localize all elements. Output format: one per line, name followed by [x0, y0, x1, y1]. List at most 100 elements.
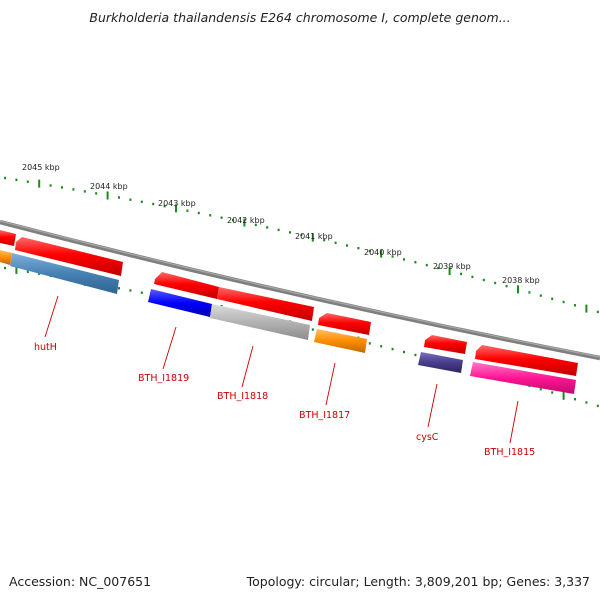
minor-tick	[277, 228, 280, 232]
minor-tick	[551, 297, 554, 300]
topology-text: Topology: circular; Length: 3,809,201 bp…	[246, 574, 590, 589]
gene-feature-bth-i1818[interactable]	[210, 304, 310, 340]
cds-feature[interactable]	[0, 230, 16, 246]
minor-tick	[368, 249, 371, 253]
minor-tick	[289, 231, 291, 234]
minor-tick	[380, 345, 383, 348]
minor-tick	[95, 192, 98, 195]
minor-tick	[368, 342, 371, 345]
minor-tick	[391, 347, 394, 351]
minor-tick	[38, 272, 41, 275]
leader-line	[44, 295, 59, 338]
backbone-highlight	[0, 220, 600, 358]
gene-feature-bth-i1819[interactable]	[148, 289, 212, 317]
gene-labels: hutH BTH_I1819 BTH_I1818 BTH_I1817 cysC …	[34, 342, 535, 458]
minor-tick	[300, 233, 303, 237]
minor-tick	[528, 291, 531, 294]
minor-tick	[83, 190, 86, 193]
scale-label: 2045 kbp	[22, 163, 60, 172]
backbone-arc	[0, 219, 600, 361]
gene-label[interactable]: BTH_I1817	[299, 410, 350, 421]
minor-tick	[186, 209, 189, 212]
major-tick	[243, 218, 246, 227]
minor-tick	[334, 241, 337, 244]
minor-tick	[15, 178, 18, 181]
leader-line	[509, 400, 519, 444]
scale-label: 2039 kbp	[433, 262, 471, 271]
minor-tick	[197, 211, 200, 215]
minor-tick	[140, 291, 143, 294]
minor-tick	[539, 294, 542, 297]
gene-track	[0, 250, 576, 394]
minor-tick	[539, 388, 542, 391]
cds-feature[interactable]	[15, 237, 123, 276]
major-tick	[38, 179, 41, 188]
minor-tick	[26, 270, 29, 273]
minor-tick	[220, 216, 223, 219]
minor-tick	[482, 278, 485, 282]
minor-tick	[163, 205, 166, 208]
gene-feature-cysc[interactable]	[418, 352, 463, 373]
minor-tick	[118, 196, 120, 199]
minor-tick	[391, 255, 394, 258]
minor-tick	[585, 401, 588, 404]
minor-tick	[323, 239, 326, 242]
minor-tick	[437, 266, 440, 270]
minor-tick	[460, 272, 462, 276]
minor-tick	[357, 247, 360, 250]
leader-line	[427, 383, 438, 428]
minor-tick	[4, 176, 6, 180]
major-tick	[380, 249, 383, 258]
minor-tick	[209, 214, 212, 217]
minor-tick	[129, 289, 132, 292]
minor-tick	[494, 281, 497, 285]
major-tick	[311, 233, 314, 242]
minor-tick	[414, 353, 417, 357]
label-leaders	[44, 295, 519, 444]
major-tick	[517, 285, 519, 294]
gene-label[interactable]: BTH_I1818	[217, 391, 268, 402]
major-tick	[175, 204, 177, 213]
gene-feature-orange-left[interactable]	[0, 250, 12, 265]
minor-tick	[72, 188, 75, 191]
minor-tick	[266, 226, 269, 229]
major-tick	[562, 391, 565, 400]
minor-tick	[129, 198, 132, 201]
outer-scale-ticks	[4, 176, 599, 314]
minor-tick	[551, 391, 554, 394]
leader-line	[241, 345, 254, 388]
major-tick	[585, 304, 588, 313]
leader-line	[162, 326, 177, 370]
minor-tick	[49, 184, 52, 187]
scale-label: 2043 kbp	[158, 199, 196, 208]
gene-label[interactable]: BTH_I1815	[484, 447, 535, 458]
minor-tick	[140, 200, 143, 203]
minor-tick	[574, 398, 576, 401]
map-title: Burkholderia thailandensis E264 chromoso…	[89, 10, 511, 25]
cds-feature[interactable]	[318, 313, 371, 335]
gene-feature-bth-i1815[interactable]	[470, 362, 576, 394]
cds-feature[interactable]	[217, 287, 314, 321]
minor-tick	[152, 202, 155, 206]
minor-tick	[425, 263, 428, 267]
scale-labels: 2045 kbp 2044 kbp 2043 kbp 2042 kbp 2041…	[22, 163, 540, 285]
gene-feature-bth-i1817[interactable]	[314, 329, 367, 353]
minor-tick	[254, 223, 257, 227]
gene-label[interactable]: hutH	[34, 342, 57, 353]
cds-feature[interactable]	[475, 345, 578, 376]
gene-label[interactable]: BTH_I1819	[138, 373, 189, 384]
gene-feature-huth[interactable]	[10, 253, 119, 294]
gene-label[interactable]: cysC	[416, 432, 439, 443]
minor-tick	[414, 261, 417, 264]
cds-feature[interactable]	[154, 272, 219, 299]
minor-tick	[4, 266, 6, 270]
minor-tick	[562, 300, 565, 304]
minor-tick	[61, 186, 63, 189]
minor-tick	[596, 404, 599, 408]
scale-label: 2042 kbp	[227, 216, 265, 225]
minor-tick	[311, 328, 314, 331]
cds-feature[interactable]	[424, 335, 467, 354]
scale-label: 2041 kbp	[295, 232, 333, 241]
scale-label: 2038 kbp	[502, 276, 540, 285]
